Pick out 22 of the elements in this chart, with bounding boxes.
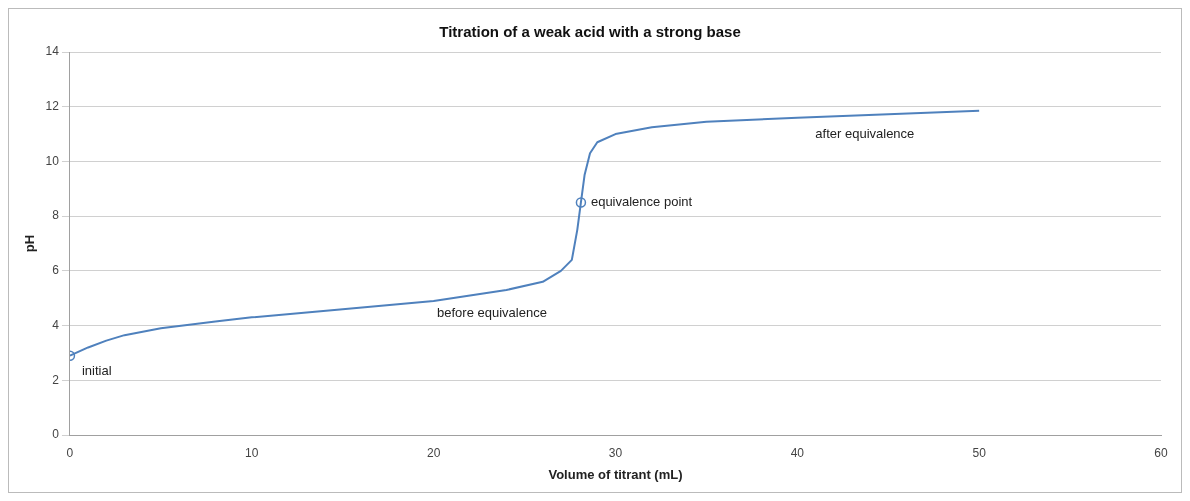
annotation: before equivalence (437, 305, 547, 321)
y-tick-label: 10 (45, 153, 60, 168)
x-tick-label: 50 (972, 445, 987, 460)
y-tick-label: 8 (52, 208, 60, 223)
y-tick-label: 0 (52, 427, 60, 442)
x-axis-title: Volume of titrant (mL) (548, 466, 683, 482)
x-tick-label: 40 (790, 445, 805, 460)
x-tick-label: 60 (1154, 445, 1168, 460)
y-tick-label: 12 (45, 99, 60, 114)
x-tick-label: 0 (66, 445, 74, 460)
annotation: equivalence point (590, 194, 693, 210)
annotation: initial (81, 363, 112, 379)
y-axis-title: pH (22, 234, 38, 253)
chart-title: Titration of a weak acid with a strong base (439, 23, 741, 41)
y-tick-label: 4 (52, 317, 60, 332)
x-tick-label: 30 (608, 445, 623, 460)
annotation: after equivalence (815, 126, 915, 142)
x-tick-label: 10 (245, 445, 259, 460)
y-tick-label: 14 (45, 44, 60, 59)
y-tick-label: 6 (52, 263, 60, 278)
x-tick-label: 20 (426, 445, 441, 460)
y-tick-label: 2 (52, 372, 60, 387)
